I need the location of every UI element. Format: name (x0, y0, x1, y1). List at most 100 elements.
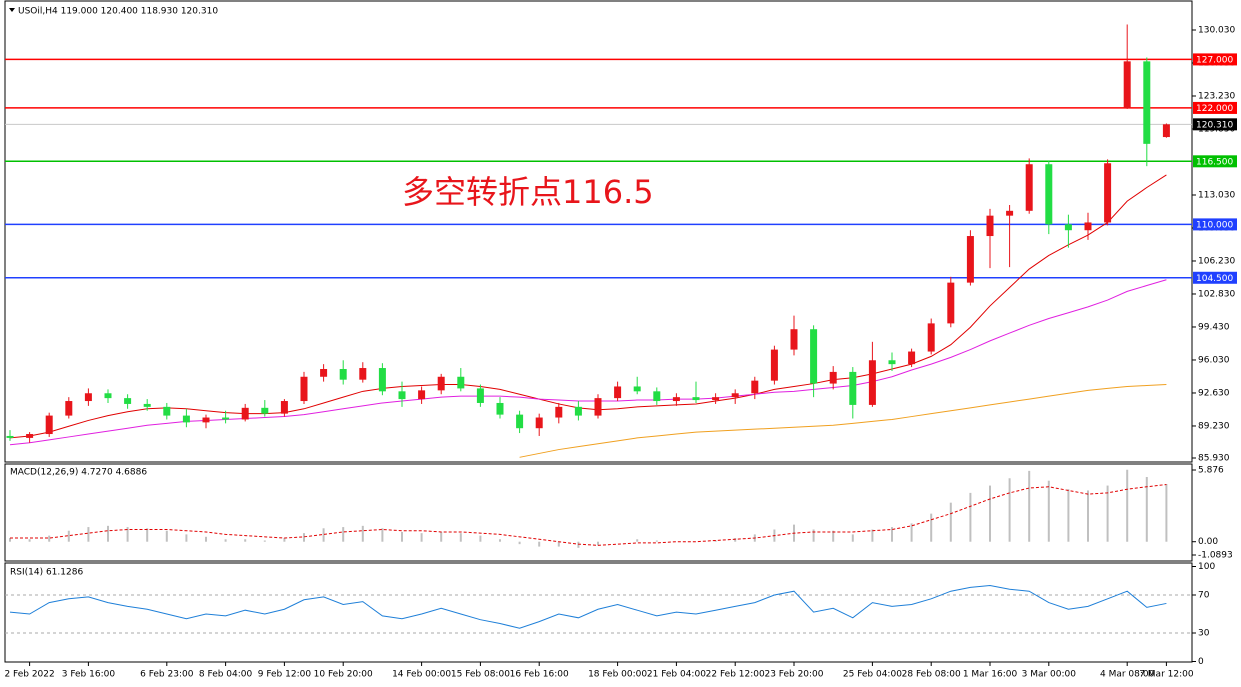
candle-body (1045, 164, 1053, 225)
y-tick-label: -1.0893 (1198, 551, 1233, 561)
level-label: 120.310 (1196, 120, 1233, 130)
y-tick-label: 70 (1198, 591, 1210, 601)
candle-body (437, 376, 445, 391)
candle-body (770, 349, 778, 381)
candle-body (986, 215, 994, 237)
candle-body (1084, 222, 1092, 231)
x-tick-label: 18 Feb 00:00 (588, 670, 647, 680)
x-tick-label: 16 Feb 16:00 (510, 670, 569, 680)
candle-body (712, 397, 720, 401)
candle-body (947, 282, 955, 324)
candle-body (1104, 163, 1112, 223)
level-label: 127.000 (1196, 55, 1233, 65)
candle-body (418, 390, 426, 400)
x-tick-label: 15 Feb 08:00 (451, 670, 510, 680)
candle-body (496, 402, 504, 415)
candle-body (84, 393, 92, 402)
candle-body (966, 236, 974, 283)
candle-body (300, 376, 308, 402)
candle-body (280, 401, 288, 414)
x-tick-label: 22 Feb 12:00 (706, 670, 765, 680)
x-tick-label: 1 Mar 16:00 (963, 670, 1018, 680)
y-tick-label: 5.876 (1198, 466, 1224, 476)
candle-body (888, 360, 896, 365)
level-label: 122.000 (1196, 104, 1233, 114)
candle-body (241, 407, 249, 420)
menu-triangle[interactable] (9, 8, 15, 12)
level-label-box (1193, 118, 1237, 131)
candle-body (182, 415, 190, 423)
y-tick-label: 99.430 (1198, 322, 1230, 332)
candle-body (692, 397, 700, 401)
y-tick-label: 123.230 (1198, 91, 1235, 101)
level-label: 104.500 (1196, 274, 1233, 284)
candle-body (516, 414, 524, 429)
candle-body (104, 393, 112, 399)
candle-body (1143, 61, 1151, 144)
candle-body (339, 369, 347, 380)
candle-body (653, 391, 661, 402)
candle-body (535, 417, 543, 429)
rsi-plot (5, 584, 1192, 634)
x-tick-label: 2 Feb 2022 (4, 670, 54, 680)
candle-body (614, 386, 622, 399)
candle-body (633, 386, 641, 392)
candle-body (65, 401, 73, 416)
x-tick-label: 21 Feb 04:00 (647, 670, 706, 680)
level-label-box (1193, 101, 1237, 114)
x-tick-label: 8 Feb 04:00 (199, 670, 253, 680)
y-tick-label: 92.630 (1198, 388, 1230, 398)
macd-plot (9, 469, 1168, 548)
candle-body (1006, 210, 1014, 216)
y-tick-label: 0 (1198, 657, 1204, 667)
candle-body (1123, 61, 1131, 108)
y-tick-label: 85.930 (1198, 454, 1230, 464)
candle-body (868, 360, 876, 405)
y-tick-label: 0.00 (1198, 537, 1218, 547)
macd-panel-border (4, 463, 1193, 562)
y-tick-label: 30 (1198, 629, 1210, 639)
annotation: 多空转折点116.5 (402, 173, 654, 211)
chart-header: USOil,H4 119.000 120.400 118.930 120.310 (18, 7, 218, 17)
moving-average (9, 174, 1167, 439)
candle-body (574, 406, 582, 416)
y-tick-label: 106.230 (1198, 256, 1235, 266)
candle-body (457, 376, 465, 389)
level-label: 116.500 (1196, 157, 1233, 167)
candle-body (810, 329, 818, 384)
y-tick-label: 130.030 (1198, 26, 1235, 36)
axes: 130.030126.630123.230119.830113.030109.6… (4, 26, 1237, 680)
candle-body (26, 434, 34, 438)
candle-body (398, 391, 406, 400)
candle-body (320, 369, 328, 377)
x-tick-label: 4 Mar 08:00 (1100, 670, 1155, 680)
candle-body (751, 380, 759, 394)
x-tick-label: 9 Feb 12:00 (258, 670, 312, 680)
level-label-box (1193, 271, 1237, 284)
rsi-line (9, 584, 1167, 629)
candle-body (124, 398, 132, 404)
x-tick-label: 6 Feb 23:00 (140, 670, 194, 680)
x-tick-label: 25 Feb 04:00 (843, 670, 902, 680)
candle-body (143, 403, 151, 407)
candle-body (261, 407, 269, 414)
rsi-label: RSI(14) 61.1286 (10, 568, 83, 578)
x-tick-label: 3 Mar 00:00 (1022, 670, 1077, 680)
main-panel-border (4, 0, 1193, 463)
x-tick-label: 23 Feb 20:00 (764, 670, 823, 680)
y-tick-label: 100 (1198, 562, 1215, 572)
macd-label: MACD(12,26,9) 4.7270 4.6886 (10, 468, 147, 478)
y-tick-label: 102.830 (1198, 289, 1235, 299)
candle-body (163, 406, 171, 416)
candle-body (555, 406, 563, 418)
candle-body (849, 371, 857, 405)
candle-body (202, 417, 210, 423)
x-tick-label: 3 Feb 16:00 (62, 670, 116, 680)
x-tick-label: 7 Mar 12:00 (1139, 670, 1194, 680)
candle-body (594, 398, 602, 416)
candle-body (1064, 224, 1072, 231)
candle-body (1162, 124, 1170, 138)
level-label-box (1193, 218, 1237, 231)
candle-body (6, 435, 14, 438)
candle-body (790, 329, 798, 350)
